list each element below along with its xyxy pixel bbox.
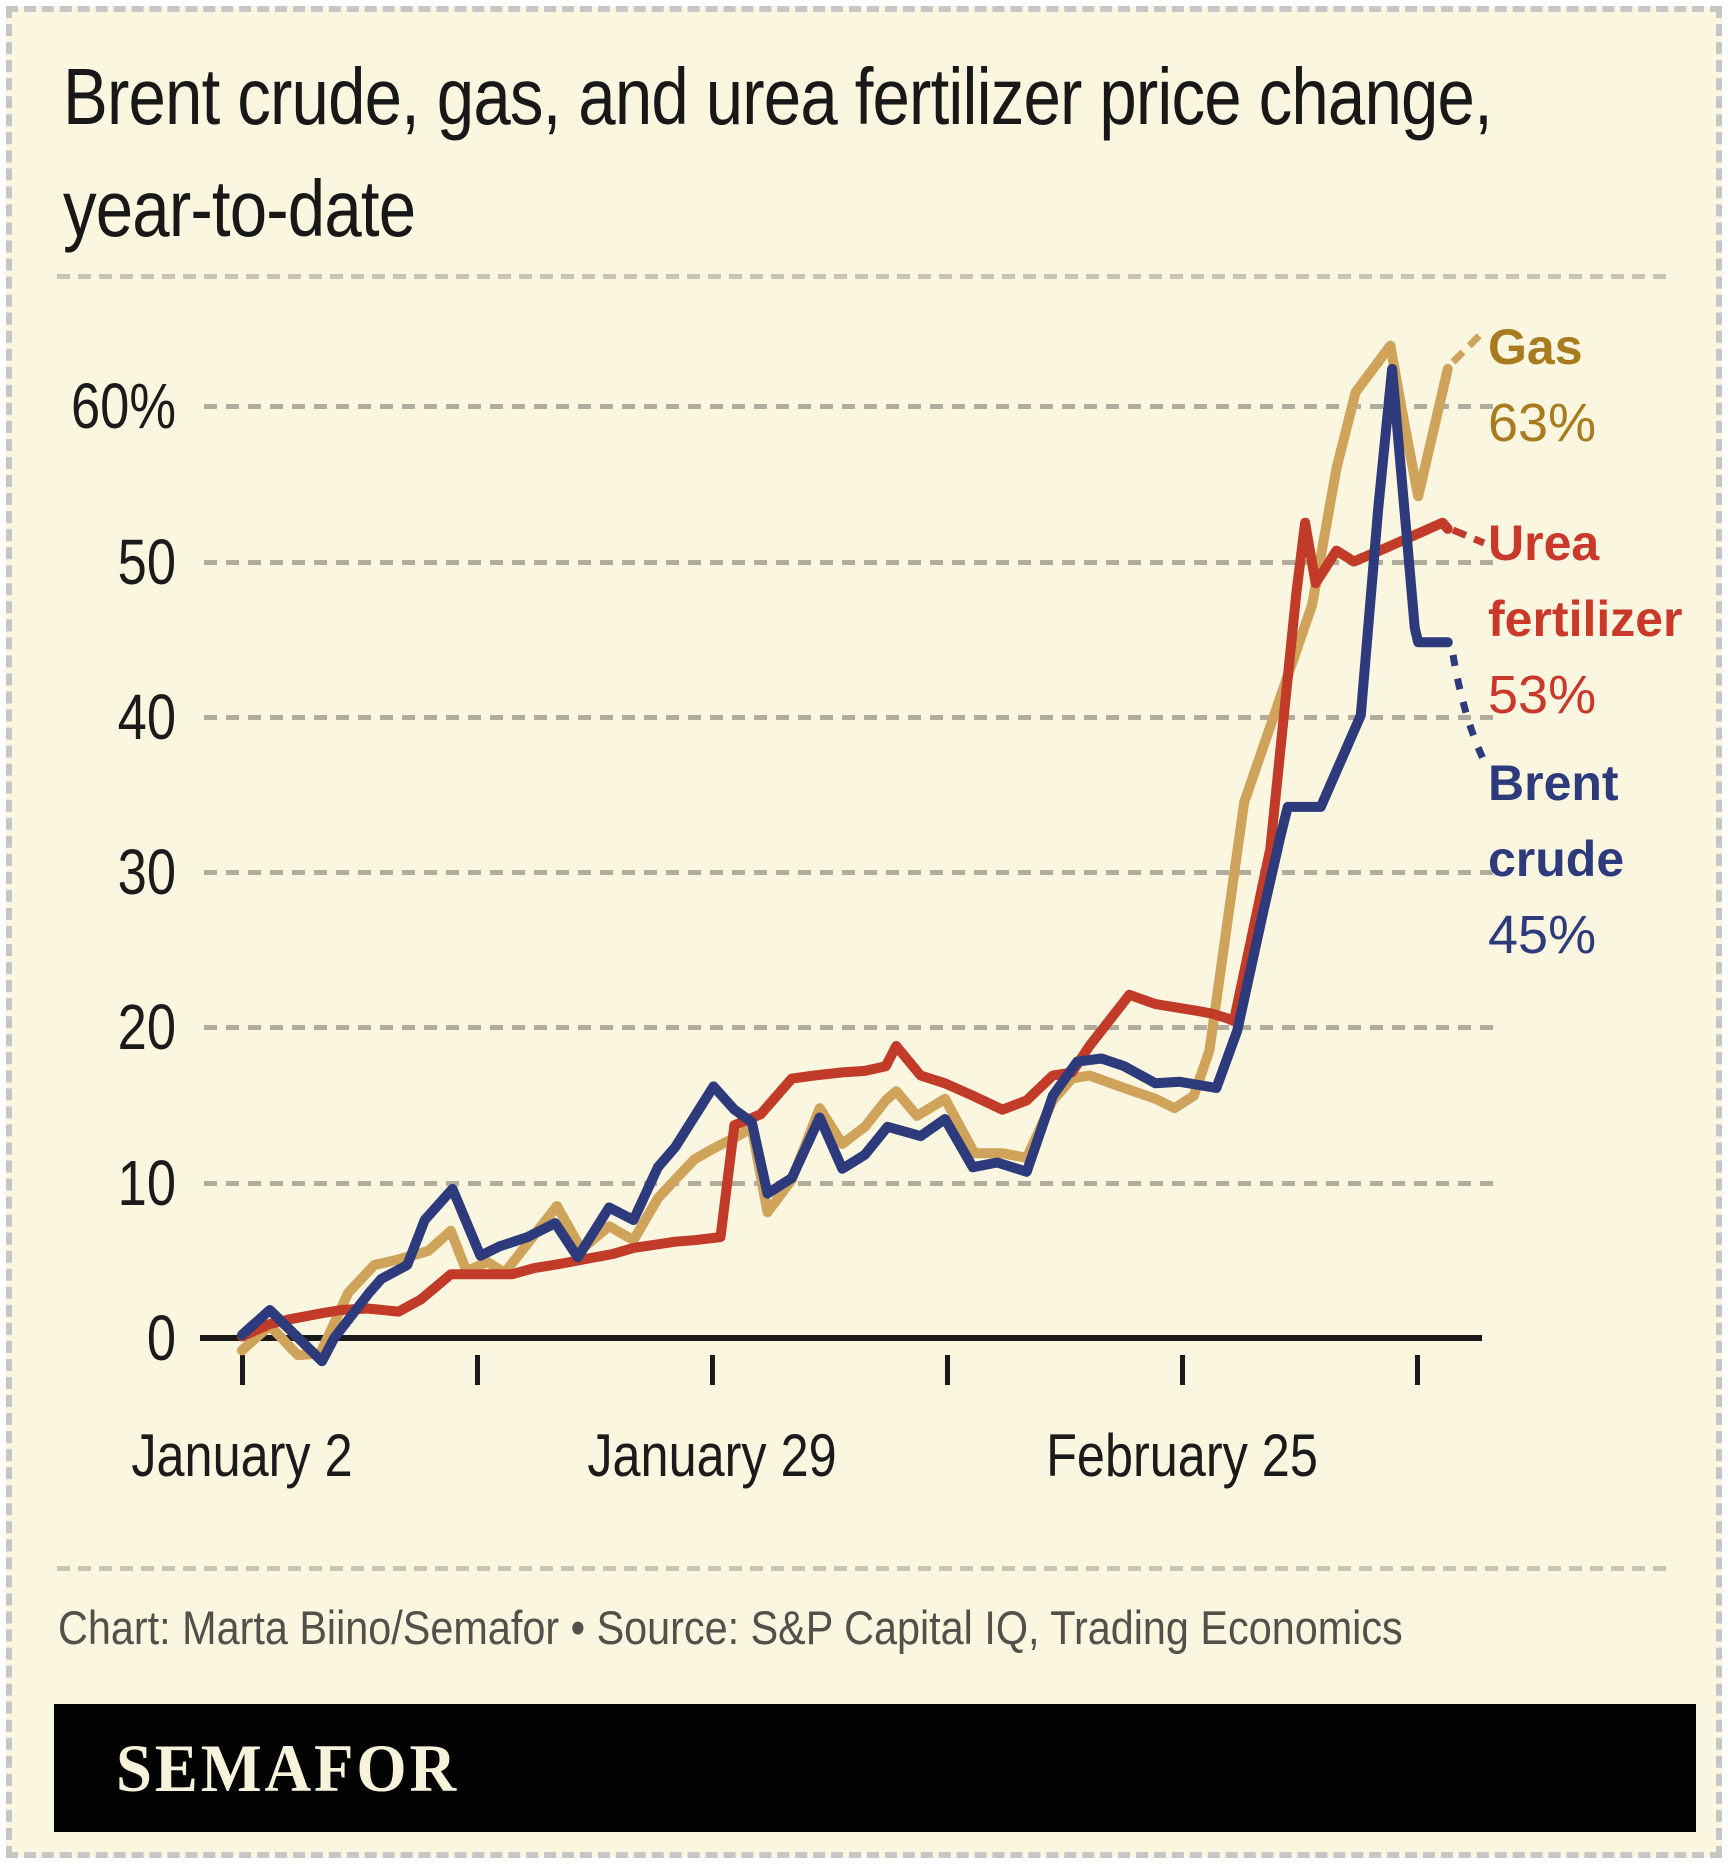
- y-axis-label-0: 0: [146, 1302, 176, 1374]
- title-separator: [57, 274, 1668, 279]
- x-axis-line: [200, 1335, 1482, 1341]
- gridline-20: [204, 1025, 1494, 1031]
- x-tick-day-13.5: [474, 1355, 480, 1385]
- x-tick-day-0: [240, 1355, 245, 1385]
- x-axis-label-january-2: January 2: [131, 1422, 353, 1489]
- y-axis-label-50: 50: [117, 525, 176, 598]
- series-label-brent-name-1: crude: [1488, 831, 1625, 887]
- footer-separator: [57, 1566, 1668, 1571]
- credit-line: Chart: Marta Biino/Semafor • Source: S&P…: [58, 1601, 1403, 1654]
- x-tick-day-40.5: [944, 1355, 950, 1385]
- y-axis-label-20: 20: [117, 991, 176, 1064]
- series-line-brent: [237, 363, 1453, 1367]
- page-frame: Brent crude, gas, and urea fertilizer pr…: [6, 6, 1722, 1858]
- y-axis-label-60: 60%: [70, 370, 176, 443]
- series-label-gas: Gas 63%: [1488, 309, 1728, 461]
- y-axis-label-10: 10: [117, 1146, 176, 1219]
- x-axis-label-january-29: January 29: [587, 1422, 837, 1489]
- series-line-urea: [237, 517, 1453, 1342]
- gridline-10: [204, 1180, 1494, 1186]
- chart-title: Brent crude, gas, and urea fertilizer pr…: [63, 41, 1541, 265]
- y-axis-label-40: 40: [117, 680, 176, 753]
- series-label-gas-name-0: Gas: [1488, 319, 1583, 375]
- series-label-urea: Urea fertilizer 53%: [1488, 505, 1728, 733]
- gridline-30: [204, 870, 1494, 876]
- series-label-brent-name-0: Brent: [1488, 755, 1619, 811]
- chart-title-line1: Brent crude, gas, and urea fertilizer pr…: [63, 52, 1493, 141]
- x-tick-day-27: [709, 1355, 715, 1385]
- chart-title-line2: year-to-date: [63, 164, 416, 253]
- semafor-logo-bar: SEMAFOR: [54, 1704, 1696, 1832]
- gridline-40: [204, 714, 1494, 720]
- y-axis-label-30: 30: [117, 836, 176, 909]
- label-connector-gas: [1450, 329, 1486, 365]
- series-label-brent-value: 45%: [1488, 905, 1597, 965]
- series-line-gas: [237, 340, 1453, 1361]
- series-label-gas-value: 63%: [1488, 393, 1597, 453]
- gridline-50: [204, 559, 1494, 565]
- series-label-brent: Brent crude 45%: [1488, 745, 1728, 973]
- x-axis-label-february-25: February 25: [1045, 1422, 1318, 1489]
- label-connector-urea: [1451, 526, 1486, 547]
- series-label-urea-name-0: Urea: [1488, 515, 1600, 571]
- series-label-urea-value: 53%: [1488, 665, 1597, 725]
- series-label-urea-name-1: fertilizer: [1488, 591, 1683, 647]
- gridline-60: [204, 404, 1494, 410]
- x-tick-day-54: [1179, 1355, 1185, 1385]
- semafor-logo: SEMAFOR: [116, 1729, 459, 1806]
- label-connector-brent: [1449, 654, 1490, 767]
- line-chart: [237, 329, 1490, 1367]
- x-tick-day-67.5: [1414, 1355, 1420, 1385]
